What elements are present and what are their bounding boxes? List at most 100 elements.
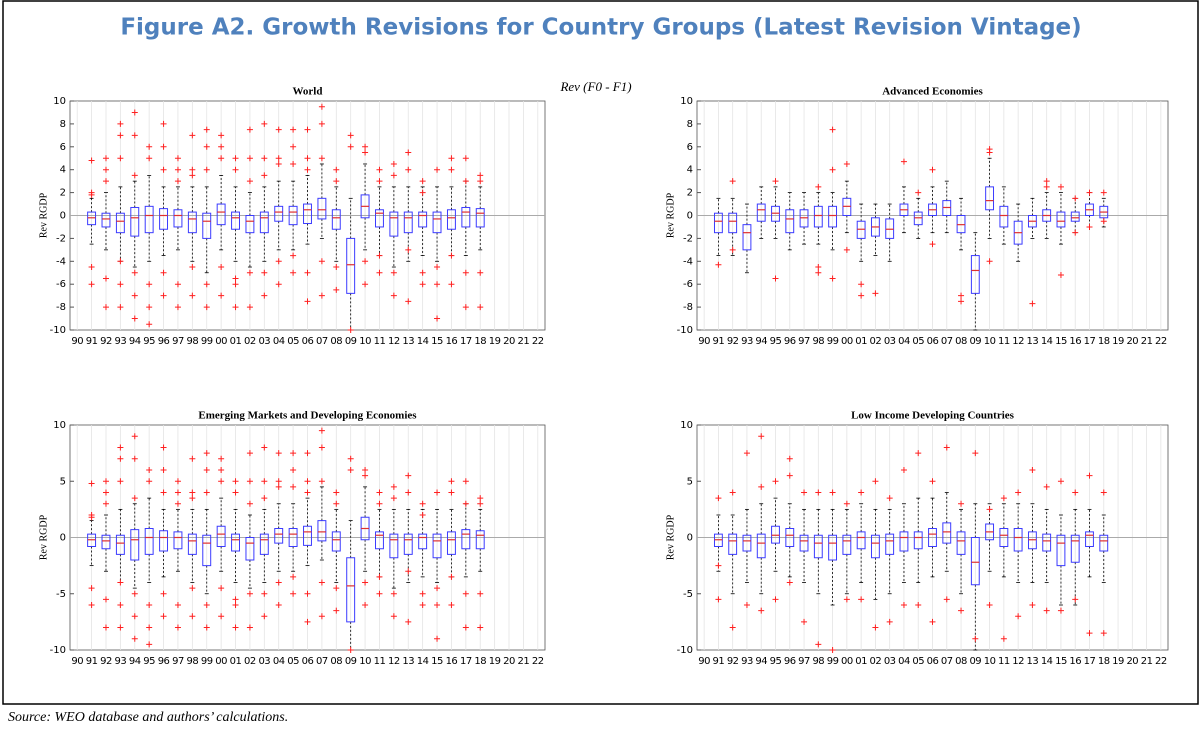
outlier [246, 155, 253, 162]
outlier [915, 602, 922, 608]
box [303, 203, 312, 225]
y-tick-label: -6 [56, 279, 66, 290]
annotation: Rev (F0 - F1) [559, 79, 631, 94]
outlier [477, 172, 484, 179]
outlier [448, 478, 455, 485]
box [1070, 534, 1080, 563]
outlier [786, 472, 793, 479]
outlier [715, 495, 722, 502]
box [999, 528, 1009, 547]
outlier [261, 590, 268, 597]
y-tick-label: -4 [683, 256, 693, 267]
outlier [261, 172, 268, 179]
box [970, 537, 980, 586]
outlier [477, 495, 484, 502]
outlier [261, 495, 268, 502]
outlier [261, 269, 268, 276]
outlier [203, 489, 210, 496]
outlier [715, 562, 722, 569]
x-tick-label: 01 [855, 336, 867, 347]
outlier [729, 178, 736, 185]
box [245, 537, 255, 561]
outlier [304, 155, 311, 162]
box [756, 203, 766, 222]
x-tick-label: 99 [201, 656, 213, 667]
x-tick-label: 16 [446, 336, 458, 347]
x-tick-label: 15 [1055, 656, 1067, 667]
box [828, 534, 838, 561]
box [216, 203, 226, 226]
outlier [88, 264, 95, 271]
x-tick-label: 96 [158, 656, 170, 667]
outlier [304, 126, 311, 133]
box [259, 533, 269, 555]
x-tick-label: 21 [518, 336, 530, 347]
x-tick-label: 94 [755, 656, 767, 667]
x-tick-label: 20 [503, 336, 515, 347]
x-tick-label: 18 [1098, 336, 1110, 347]
outlier [362, 258, 369, 265]
outlier [1100, 489, 1107, 496]
x-tick-label: 05 [912, 336, 924, 347]
x-tick-label: 10 [984, 656, 996, 667]
outlier [117, 258, 124, 265]
outlier [318, 427, 325, 434]
x-tick-label: 01 [855, 656, 867, 667]
x-tick-label: 90 [698, 656, 710, 667]
y-tick-label: -5 [56, 589, 66, 600]
y-tick-label: 5 [60, 476, 66, 487]
x-tick-label: 20 [503, 656, 515, 667]
outlier [304, 298, 311, 305]
x-tick-label: 93 [115, 336, 127, 347]
outlier [1072, 489, 1079, 496]
outlier [117, 120, 124, 127]
x-tick-label: 95 [770, 656, 782, 667]
outlier [715, 261, 722, 268]
outlier [232, 304, 239, 311]
outlier [958, 292, 965, 299]
outlier [304, 450, 311, 457]
outlier [872, 478, 879, 485]
x-tick-label: 97 [798, 656, 810, 667]
x-tick-label: 98 [812, 336, 824, 347]
outlier [986, 146, 993, 153]
outlier [275, 281, 282, 288]
x-tick-label: 07 [941, 656, 953, 667]
outlier [275, 160, 282, 167]
outlier [986, 602, 993, 608]
outlier [160, 166, 167, 173]
outlier [1000, 495, 1007, 502]
outlier [218, 455, 225, 462]
outlier [1100, 189, 1107, 196]
outlier [772, 596, 779, 603]
box [461, 206, 471, 228]
outlier [102, 596, 109, 603]
outlier [915, 450, 922, 457]
y-tick-label: 0 [687, 211, 693, 222]
x-tick-label: 04 [273, 656, 285, 667]
x-tick-label: 11 [374, 656, 386, 667]
outlier [929, 166, 936, 173]
outlier [376, 178, 383, 185]
box [913, 531, 923, 550]
outlier [362, 149, 369, 156]
outlier [1043, 483, 1050, 490]
outlier [729, 624, 736, 631]
outlier [160, 120, 167, 127]
y-tick-label: 4 [60, 165, 66, 176]
outlier [434, 635, 441, 642]
x-tick-label: 09 [969, 656, 981, 667]
outlier [174, 178, 181, 185]
x-tick-label: 09 [345, 656, 357, 667]
box [187, 211, 197, 234]
outlier [390, 590, 397, 597]
x-tick-label: 18 [474, 656, 486, 667]
x-tick-label: 06 [302, 336, 314, 347]
outlier [729, 246, 736, 253]
outlier [246, 126, 253, 133]
x-tick-label: 18 [474, 336, 486, 347]
outlier [743, 450, 750, 457]
outlier [146, 624, 153, 631]
outlier [189, 132, 196, 139]
x-tick-label: 90 [698, 336, 710, 347]
